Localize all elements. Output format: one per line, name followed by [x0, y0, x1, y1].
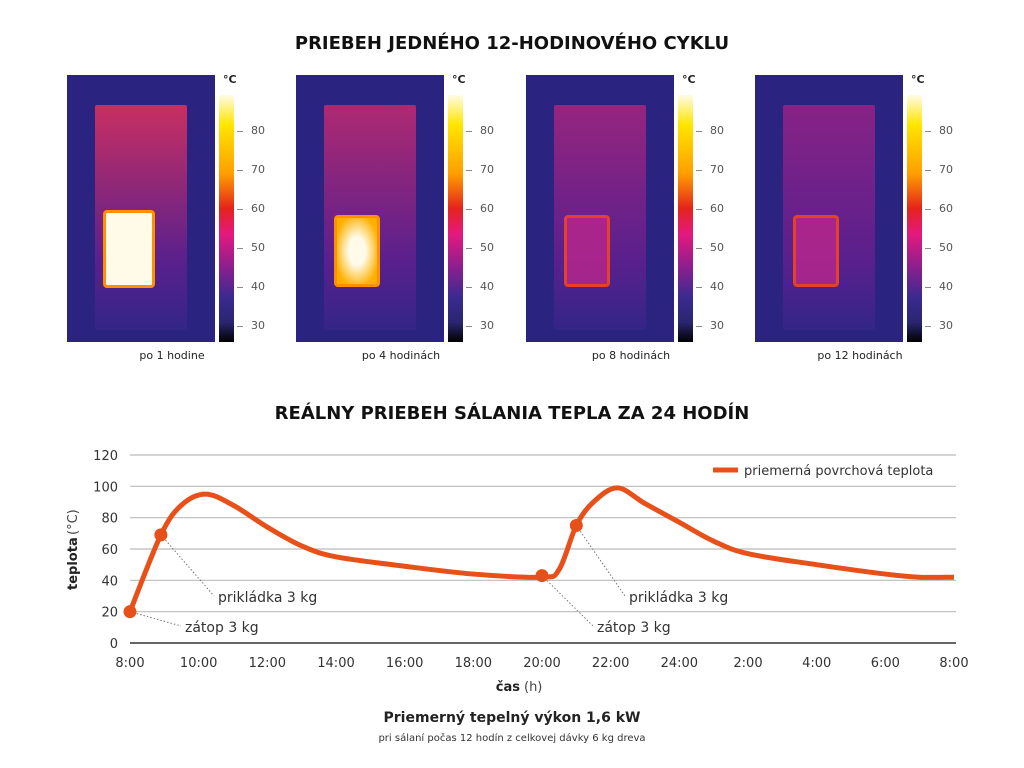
x-tick-label: 8:00 — [115, 656, 144, 671]
x-tick-label: 6:00 — [871, 656, 900, 671]
power-summary: Priemerný tepelný výkon 1,6 kW — [383, 710, 641, 726]
data-marker — [123, 605, 137, 619]
thermal-panel: °C 80 70 60 50 40 30 po 12 hodinách — [755, 73, 985, 365]
legend-label: priemerná povrchová teplota — [744, 464, 933, 479]
y-axis-unit: (°C) — [66, 509, 81, 535]
scale-unit: °C — [911, 73, 925, 86]
scale-tick: 30 — [237, 319, 265, 332]
thermal-image — [67, 75, 215, 342]
scale-tick: 50 — [466, 241, 494, 254]
scale-tick: 70 — [696, 163, 724, 176]
annotation-leader — [160, 534, 215, 597]
x-tick-label: 20:00 — [523, 656, 560, 671]
scale-tick: 60 — [237, 202, 265, 215]
temperature-chart: 0 20 40 60 80 100 120 8:00 10:00 12:00 14:00 16:00 1… — [66, 449, 969, 695]
annotation-label: zátop 3 kg — [597, 620, 671, 636]
x-axis-unit: (h) — [524, 680, 542, 695]
y-tick-label: 100 — [93, 480, 118, 495]
x-tick-label: 18:00 — [455, 656, 492, 671]
thermal-panel: °C 80 70 60 50 40 30 po 4 hodinách — [296, 73, 526, 365]
scale-tick: 50 — [696, 241, 724, 254]
color-scale — [219, 95, 234, 342]
scale-tick: 70 — [237, 163, 265, 176]
data-marker — [154, 528, 168, 542]
scale-tick: 40 — [925, 280, 953, 293]
x-axis-label: čas — [496, 680, 520, 695]
scale-tick: 50 — [925, 241, 953, 254]
scale-tick: 30 — [696, 319, 724, 332]
stove-door — [334, 215, 380, 287]
scale-tick: 70 — [466, 163, 494, 176]
y-tick-label: 80 — [101, 512, 118, 527]
x-tick-label: 12:00 — [249, 656, 286, 671]
thermal-image — [526, 75, 674, 342]
thermal-caption: po 8 hodinách — [591, 349, 671, 362]
stove-door — [103, 210, 155, 288]
x-tick-label: 16:00 — [386, 656, 423, 671]
thermal-image — [296, 75, 444, 342]
chart-title: REÁLNY PRIEBEH SÁLANIA TEPLA ZA 24 HODÍN — [274, 403, 750, 424]
scale-tick: 80 — [925, 124, 953, 137]
data-marker — [535, 569, 549, 583]
scale-tick: 30 — [925, 319, 953, 332]
scale-tick: 60 — [696, 202, 724, 215]
scale-tick: 40 — [466, 280, 494, 293]
thermal-caption: po 4 hodinách — [361, 349, 441, 362]
scale-tick: 60 — [925, 202, 953, 215]
scale-tick: 80 — [237, 124, 265, 137]
stove-door — [793, 215, 839, 287]
thermal-caption: po 1 hodine — [139, 349, 205, 362]
color-scale — [907, 95, 922, 342]
y-axis-label: teplota — [66, 537, 81, 590]
annotation-leader — [129, 611, 182, 627]
scale-tick: 30 — [466, 319, 494, 332]
thermal-panel: °C 80 70 60 50 40 30 po 8 hodinách — [526, 73, 756, 365]
y-tick-label: 0 — [110, 637, 118, 652]
scale-tick: 60 — [466, 202, 494, 215]
thermal-caption: po 12 hodinách — [817, 349, 903, 362]
series-line — [127, 485, 955, 613]
annotation-label: prikládka 3 kg — [218, 590, 317, 606]
x-tick-label: 24:00 — [661, 656, 698, 671]
scale-tick: 70 — [925, 163, 953, 176]
annotation-leader — [575, 525, 626, 597]
x-tick-label: 14:00 — [317, 656, 354, 671]
annotation-label: prikládka 3 kg — [629, 590, 728, 606]
x-tick-label: 4:00 — [802, 656, 831, 671]
color-scale — [678, 95, 693, 342]
thermal-image — [755, 75, 903, 342]
x-tick-label: 22:00 — [592, 656, 629, 671]
scale-unit: °C — [682, 73, 696, 86]
annotation-label: zátop 3 kg — [185, 620, 259, 636]
y-tick-label: 60 — [101, 543, 118, 558]
x-tick-label: 8:00 — [939, 656, 968, 671]
x-tick-label: 2:00 — [733, 656, 762, 671]
y-tick-label: 40 — [101, 574, 118, 589]
stove-door — [564, 215, 610, 287]
data-marker — [569, 519, 583, 532]
power-note: pri sálaní počas 12 hodín z celkovej dáv… — [378, 733, 646, 744]
scale-tick: 40 — [237, 280, 265, 293]
thermal-title: PRIEBEH JEDNÉHO 12-HODINOVÉHO CYKLU — [294, 33, 730, 54]
y-tick-label: 120 — [93, 449, 118, 464]
x-tick-label: 10:00 — [180, 656, 217, 671]
scale-unit: °C — [223, 73, 237, 86]
thermal-panel: °C 80 70 60 50 40 30 po 1 hodine — [67, 73, 297, 365]
scale-tick: 80 — [696, 124, 724, 137]
y-tick-label: 20 — [101, 606, 118, 621]
scale-tick: 40 — [696, 280, 724, 293]
color-scale — [448, 95, 463, 342]
scale-tick: 50 — [237, 241, 265, 254]
scale-tick: 80 — [466, 124, 494, 137]
scale-unit: °C — [452, 73, 466, 86]
annotation-leader — [541, 575, 594, 627]
